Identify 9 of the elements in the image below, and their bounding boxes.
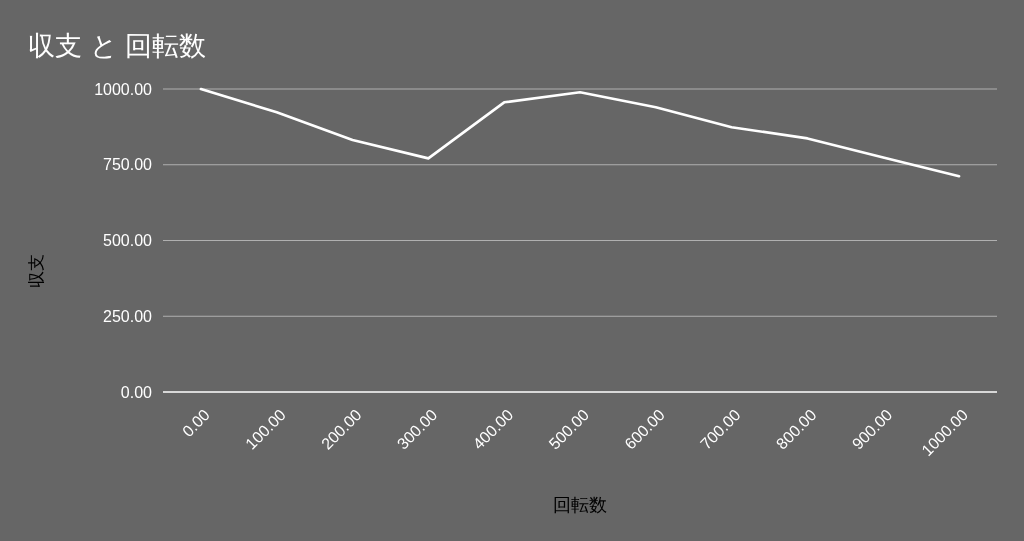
x-tick: 0.00 bbox=[179, 406, 214, 441]
y-tick: 0.00 bbox=[120, 383, 152, 401]
y-tick: 1000.00 bbox=[94, 80, 152, 98]
y-tick: 250.00 bbox=[103, 307, 152, 325]
y-tick: 500.00 bbox=[103, 232, 152, 249]
xlabel: 回転数 bbox=[553, 495, 607, 515]
title: 収支 と 回転数 bbox=[28, 31, 206, 61]
y-tick: 750.00 bbox=[103, 156, 152, 174]
ylabel: 収支 bbox=[27, 253, 46, 288]
